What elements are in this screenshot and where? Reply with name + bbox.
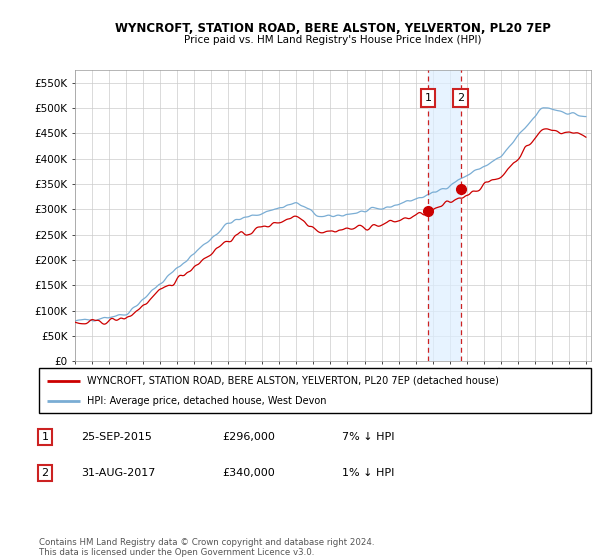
Text: 31-AUG-2017: 31-AUG-2017	[81, 468, 155, 478]
Bar	[428, 70, 461, 361]
FancyBboxPatch shape	[39, 368, 591, 413]
Text: WYNCROFT, STATION ROAD, BERE ALSTON, YELVERTON, PL20 7EP: WYNCROFT, STATION ROAD, BERE ALSTON, YEL…	[115, 22, 551, 35]
Text: 25-SEP-2015: 25-SEP-2015	[81, 432, 152, 442]
Text: HPI: Average price, detached house, West Devon: HPI: Average price, detached house, West…	[87, 396, 326, 406]
Text: 1% ↓ HPI: 1% ↓ HPI	[342, 468, 394, 478]
Text: 2: 2	[41, 468, 49, 478]
Text: 1: 1	[425, 92, 431, 102]
Text: 2: 2	[457, 92, 464, 102]
Text: Contains HM Land Registry data © Crown copyright and database right 2024.
This d: Contains HM Land Registry data © Crown c…	[39, 538, 374, 557]
Text: 1: 1	[41, 432, 49, 442]
Text: £340,000: £340,000	[222, 468, 275, 478]
Text: 7% ↓ HPI: 7% ↓ HPI	[342, 432, 395, 442]
Text: £296,000: £296,000	[222, 432, 275, 442]
Text: Price paid vs. HM Land Registry's House Price Index (HPI): Price paid vs. HM Land Registry's House …	[184, 35, 482, 45]
Text: WYNCROFT, STATION ROAD, BERE ALSTON, YELVERTON, PL20 7EP (detached house): WYNCROFT, STATION ROAD, BERE ALSTON, YEL…	[87, 376, 499, 386]
